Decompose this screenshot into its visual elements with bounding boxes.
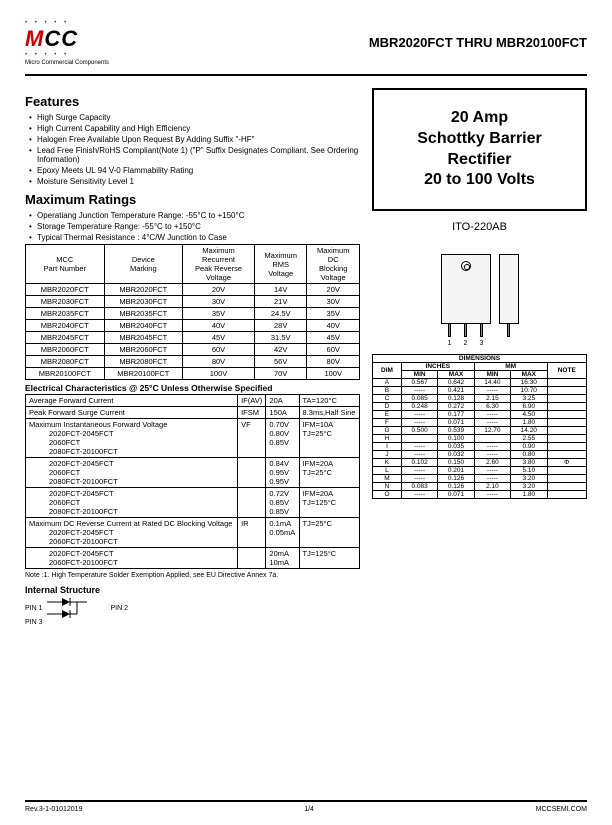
elec-char-title: Electrical Characteristics @ 25°C Unless… — [25, 383, 360, 393]
diode-schematic-icon — [47, 597, 107, 619]
table-row: 2020FCT-2045FCT2060FCT-20100FCT20mA 10mA… — [26, 548, 360, 569]
table-row: F-----0.071-----1.80 — [373, 419, 587, 427]
table-row: G0.5000.53912.7014.20 — [373, 427, 587, 435]
logo-dots-bottom: • • • • • — [25, 52, 109, 58]
pin-icon — [448, 323, 451, 337]
table-row: MBR2030FCTMBR2030FCT30V21V30V — [26, 296, 360, 308]
internal-title: Internal Structure — [25, 585, 360, 595]
table-row: J-----0.032-----0.80 — [373, 451, 587, 459]
rating-item: Typical Thermal Resistance : 4°C/W Junct… — [29, 233, 360, 242]
pin-icon — [480, 323, 483, 337]
table-row: 2020FCT-2045FCT2060FCT2080FCT-20100FCT0.… — [26, 488, 360, 518]
page-header: • • • • • MCC • • • • • Micro Commercial… — [25, 20, 587, 76]
logo-subtitle: Micro Commercial Components — [25, 60, 109, 66]
feature-item: Halogen Free Available Upon Request By A… — [29, 135, 360, 144]
rating-item: Storage Temperature Range: -55°C to +150… — [29, 222, 360, 231]
mounting-hole-icon — [461, 261, 471, 271]
table-row: MBR2080FCTMBR2080FCT80V56V80V — [26, 356, 360, 368]
features-list: High Surge Capacity High Current Capabili… — [25, 113, 360, 186]
table-row: I-----0.035-----0.90 — [373, 443, 587, 451]
package-diagram: 1 2 3 — [372, 241, 587, 336]
table-row: D0.2480.2726.306.90 — [373, 403, 587, 411]
table-row: 2020FCT-2045FCT2060FCT2080FCT-20100FCT0.… — [26, 458, 360, 488]
table-row: MBR2045FCTMBR2045FCT45V31.5V45V — [26, 332, 360, 344]
product-title-box: 20 Amp Schottky Barrier Rectifier 20 to … — [372, 88, 587, 211]
ratings-table: MCC Part NumberDevice MarkingMaximum Rec… — [25, 244, 360, 380]
table-row: O-----0.071-----1.80 — [373, 491, 587, 499]
feature-item: Moisture Sensitivity Level 1 — [29, 177, 360, 186]
table-row: L-----0.201-----5.10 — [373, 467, 587, 475]
table-row: MBR2060FCTMBR2060FCT60V42V60V — [26, 344, 360, 356]
table-row: H0.1002.55 — [373, 435, 587, 443]
table-row: M-----0.126-----3.20 — [373, 475, 587, 483]
note-1: Note :1. High Temperature Solder Exempti… — [25, 572, 360, 579]
pin3-label: PIN 3 — [25, 619, 360, 626]
feature-item: High Surge Capacity — [29, 113, 360, 122]
table-row: Maximum DC Reverse Current at Rated DC B… — [26, 518, 360, 548]
table-row: Maximum Instantaneous Forward Voltage202… — [26, 419, 360, 458]
product-line-4: 20 to 100 Volts — [382, 170, 577, 191]
feature-item: Lead Free Finish/RoHS Compliant(Note 1) … — [29, 146, 360, 164]
pin1-label: PIN 1 — [25, 605, 43, 612]
table-row: MBR2035FCTMBR2035FCT35V24.5V35V — [26, 308, 360, 320]
table-header: Maximum RMS Voltage — [254, 245, 307, 284]
product-line-3: Rectifier — [382, 150, 577, 171]
rating-item: Operatiang Junction Temperature Range: -… — [29, 211, 360, 220]
table-row: MBR20100FCTMBR20100FCT100V70V100V — [26, 368, 360, 380]
footer-page: 1/4 — [304, 806, 314, 813]
logo-text: MCC — [25, 26, 109, 52]
package-label: ITO-220AB — [372, 221, 587, 233]
pin2-label: PIN 2 — [111, 605, 129, 612]
elec-char-table: Average Forward CurrentIF(AV)20ATA=120°C… — [25, 394, 360, 569]
footer-rev: Rev.3-1-01012019 — [25, 806, 82, 813]
table-row: Peak Forward Surge CurrentIFSM150A8.3ms,… — [26, 407, 360, 419]
feature-item: High Current Capability and High Efficie… — [29, 124, 360, 133]
table-row: C0.0850.1282.153.25 — [373, 395, 587, 403]
internal-structure: Internal Structure PIN 1 PIN 2 — [25, 585, 360, 626]
page-footer: Rev.3-1-01012019 1/4 MCCSEMI.COM — [25, 800, 587, 813]
table-header: MCC Part Number — [26, 245, 105, 284]
package-front-view: 1 2 3 — [441, 254, 491, 324]
pin-icon — [507, 323, 510, 337]
table-header: Maximum DC Blocking Voltage — [307, 245, 360, 284]
header-part-range: MBR2020FCT THRU MBR20100FCT — [369, 35, 587, 50]
package-side-view — [499, 254, 519, 324]
table-header: Device Marking — [104, 245, 183, 284]
table-row: B-----0.421-----10.70 — [373, 387, 587, 395]
table-row: A0.5670.64214.4016.30 — [373, 379, 587, 387]
table-row: Average Forward CurrentIF(AV)20ATA=120°C — [26, 395, 360, 407]
table-row: K0.1020.1502.603.80Φ — [373, 459, 587, 467]
product-line-1: 20 Amp — [382, 108, 577, 129]
footer-site: MCCSEMI.COM — [536, 806, 587, 813]
features-title: Features — [25, 94, 360, 109]
logo: • • • • • MCC • • • • • Micro Commercial… — [25, 20, 109, 66]
table-header: Maximum Recurrent Peak Reverse Voltage — [183, 245, 255, 284]
table-row: E-----0.177-----4.50 — [373, 411, 587, 419]
dimensions-table: DIMENSIONSDIMINCHESMMNOTEMINMAXMINMAXA0.… — [372, 354, 587, 499]
pin-icon — [464, 323, 467, 337]
product-line-2: Schottky Barrier — [382, 129, 577, 150]
table-row: MBR2040FCTMBR2040FCT40V28V40V — [26, 320, 360, 332]
table-row: MBR2020FCTMBR2020FCT20V14V20V — [26, 284, 360, 296]
internal-diagram: PIN 1 PIN 2 — [25, 597, 360, 619]
max-ratings-list: Operatiang Junction Temperature Range: -… — [25, 211, 360, 242]
max-ratings-title: Maximum Ratings — [25, 192, 360, 207]
table-row: N0.0830.1262.103.20 — [373, 483, 587, 491]
feature-item: Epoxy Meets UL 94 V-0 Flammability Ratin… — [29, 166, 360, 175]
